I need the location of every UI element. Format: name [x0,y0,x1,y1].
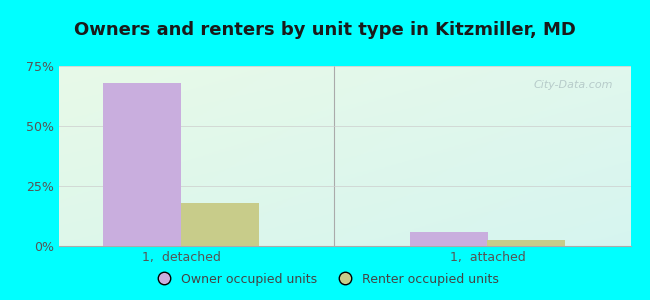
Text: Owners and renters by unit type in Kitzmiller, MD: Owners and renters by unit type in Kitzm… [74,21,576,39]
Bar [410,232,488,246]
Legend: Owner occupied units, Renter occupied units: Owner occupied units, Renter occupied un… [146,268,504,291]
Bar [181,203,259,246]
Text: City-Data.com: City-Data.com [534,80,614,90]
Bar [488,240,565,246]
Bar [103,83,181,246]
